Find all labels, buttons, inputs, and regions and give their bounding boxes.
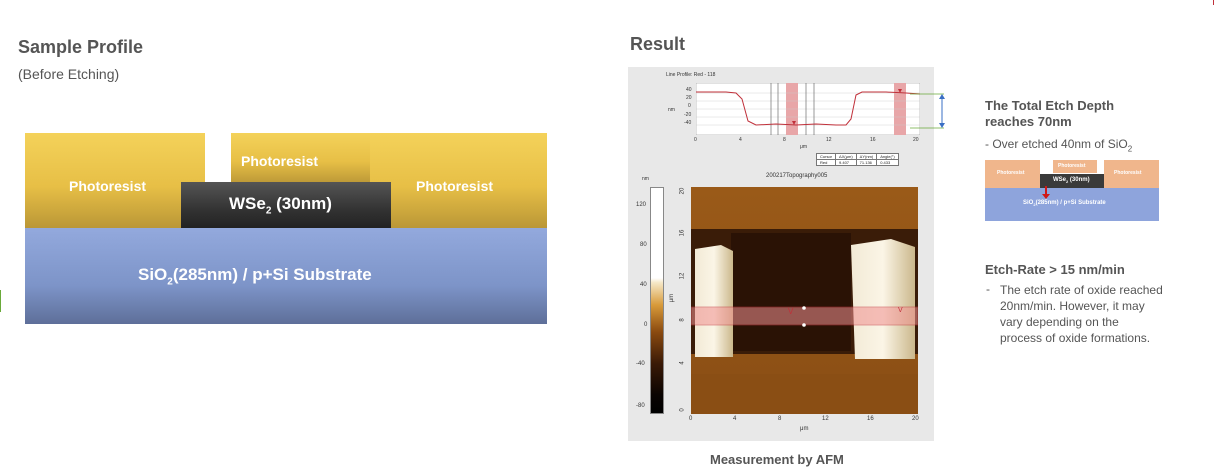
etch-rate-line: process of oxide formations. [1000, 331, 1151, 345]
etch-rate-description: The etch rate of oxide reached 20nm/min.… [1000, 282, 1163, 346]
etch-rate-line: The etch rate of oxide reached [1000, 283, 1163, 297]
etch-depth-title: The Total Etch Depth reaches 70nm [985, 98, 1114, 130]
image-y-tick: 0 [679, 408, 686, 412]
profile-y-tick: -40 [684, 120, 692, 126]
sample-profile-title: Sample Profile [18, 37, 144, 57]
mini-substrate-label: SiO2(285nm) / p+Si Substrate [1023, 200, 1106, 208]
afm-measurement-panel: Line Profile: Red - 118 nm 40 20 0 -20 -… [628, 67, 934, 441]
image-y-tick: 4 [679, 361, 686, 365]
image-x-tick: 20 [912, 416, 919, 422]
etch-rate-line: 20nm/min. However, it may [1000, 299, 1145, 313]
profile-x-unit: μm [800, 144, 808, 150]
image-x-tick: 8 [778, 416, 782, 422]
etch-rate-bullet: - [986, 282, 990, 296]
top-right-mark [1213, 0, 1214, 5]
substrate-label: SiO2(285nm) / p+Si Substrate [138, 265, 372, 288]
profile-x-tick: 4 [739, 137, 742, 143]
photoresist-right-label: Photoresist [416, 178, 494, 194]
image-marker-right: V [898, 307, 903, 314]
table-header: Angle(°) [876, 153, 899, 160]
image-x-unit: μm [800, 426, 809, 432]
mini-photoresist-left: Photoresist [985, 160, 1040, 188]
profile-x-tick: 20 [913, 137, 919, 143]
etch-depth-title-line2: reaches 70nm [985, 114, 1072, 129]
colorbar-tick: 40 [640, 282, 647, 288]
table-cell: 71.136 [855, 159, 878, 166]
image-x-tick: 4 [733, 416, 737, 422]
left-edge-mark [0, 290, 1, 312]
image-y-tick: 8 [679, 318, 686, 322]
mini-photoresist-center: Photoresist [1053, 160, 1097, 173]
profile-y-unit: nm [668, 107, 675, 113]
line-profile-plot [696, 83, 920, 135]
image-y-tick: 20 [679, 187, 686, 195]
image-y-tick: 12 [679, 272, 686, 280]
colorbar-tick: -40 [636, 361, 645, 367]
sample-profile-subtitle: (Before Etching) [18, 66, 120, 82]
table-cell: Red [815, 159, 837, 166]
afm-caption: Measurement by AFM [710, 452, 844, 467]
sample-profile-diagram: Photoresist Photoresist Photoresist WSe2… [25, 130, 547, 324]
photoresist-left: Photoresist [25, 133, 205, 230]
colorbar-tick: 0 [644, 322, 648, 328]
image-x-tick: 16 [867, 416, 874, 422]
table-cell: 9.407 [835, 159, 857, 166]
profile-y-tick: -20 [684, 112, 692, 118]
photoresist-right: Photoresist [370, 133, 547, 230]
etch-rate-title: Etch-Rate > 15 nm/min [985, 262, 1125, 277]
colorbar-tick: 80 [640, 242, 647, 248]
colorbar-tick: -80 [636, 403, 645, 409]
etch-rate-line: vary depending on the [1000, 315, 1119, 329]
profile-x-tick: 8 [783, 137, 786, 143]
mini-photoresist-right-label: Photoresist [1114, 170, 1142, 176]
profile-x-tick: 12 [826, 137, 832, 143]
photoresist-center-label: Photoresist [241, 153, 319, 169]
result-title: Result [630, 34, 686, 54]
profile-x-tick: 0 [694, 137, 697, 143]
substrate-layer: SiO2(285nm) / p+Si Substrate [25, 228, 547, 324]
colorbar-unit: nm [642, 176, 649, 182]
mini-substrate-layer: SiO2(285nm) / p+Si Substrate [985, 188, 1159, 221]
photoresist-left-label: Photoresist [69, 178, 147, 194]
image-marker-left: V [788, 307, 794, 316]
etch-depth-title-line1: The Total Etch Depth [985, 98, 1115, 113]
cursor-table: Cursor ΔX(μm) ΔY(nm) Angle(°) Red 9.407 … [815, 153, 899, 166]
over-etched-note: - Over etched 40nm of SiO2 [985, 137, 1133, 154]
mini-etch-arrow [1045, 186, 1047, 196]
profile-title: Line Profile: Red - 118 [666, 72, 716, 78]
profile-y-tick: 0 [688, 103, 691, 109]
etch-depth-guide [910, 93, 945, 129]
image-x-tick: 0 [689, 416, 693, 422]
wse2-label: WSe2 (30nm) [229, 194, 332, 217]
wse2-layer: WSe2 (30nm) [181, 182, 391, 228]
mini-photoresist-right: Photoresist [1104, 160, 1159, 188]
mini-wse2-label: WSe2 (30nm) [1053, 177, 1090, 185]
afm-topography-image [691, 187, 918, 414]
colorbar-tick: 120 [636, 202, 647, 208]
image-y-unit: μm [669, 293, 676, 303]
mini-photoresist-center-label: Photoresist [1058, 163, 1086, 169]
etched-profile-diagram: Photoresist Photoresist Photoresist WSe2… [985, 160, 1159, 221]
table-cell: 0.433 [876, 159, 899, 166]
profile-y-tick: 20 [686, 95, 692, 101]
colorbar [650, 187, 664, 414]
mini-etch-arrowhead [1042, 194, 1050, 199]
image-x-tick: 12 [822, 416, 829, 422]
profile-curve [696, 91, 920, 126]
topography-image-title: 200217Topography005 [766, 173, 828, 179]
mini-wse2-layer: WSe2 (30nm) [1040, 174, 1104, 188]
profile-y-tick: 40 [686, 87, 692, 93]
mini-photoresist-left-label: Photoresist [997, 170, 1025, 176]
photoresist-center: Photoresist [231, 133, 370, 185]
image-y-tick: 16 [679, 229, 686, 237]
profile-x-tick: 16 [870, 137, 876, 143]
